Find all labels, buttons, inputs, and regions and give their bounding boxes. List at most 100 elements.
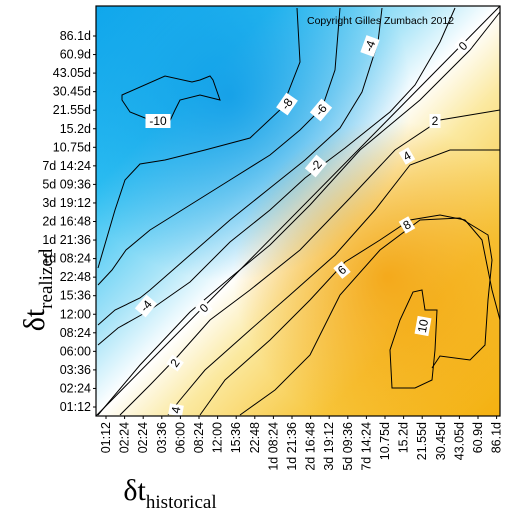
contour-label-background [276, 92, 298, 116]
copyright-text: Copyright Gilles Zumbach 2012 [307, 15, 454, 27]
contour-line-4 [167, 149, 500, 416]
x-axis-label-sub: historical [146, 492, 217, 512]
contour-line-6 [199, 214, 500, 416]
contour-label: 0 [454, 37, 472, 55]
contour-label-background [195, 299, 213, 317]
contour-label-background [166, 354, 184, 372]
x-tick-label: 02:24 [136, 422, 150, 453]
y-axis-label: δtrealized [18, 248, 57, 331]
x-tick-label: 1d 21:36 [285, 422, 299, 471]
contour-label-background [168, 403, 184, 417]
contour-labels: -10 -8 -6 -4 -2 0 2 4 6 8 -4 0 2 4 10 [134, 35, 472, 417]
x-axis-label-main: δt [123, 474, 146, 507]
y-tick-label: 22:48 [60, 270, 91, 284]
y-tick-label: 03:36 [60, 363, 91, 377]
contour-label-background [134, 294, 158, 318]
y-tick-label: 10.75d [53, 140, 91, 154]
contour-line-minus8 [97, 7, 301, 269]
contour-label-text: -4 [362, 38, 379, 53]
contour-label: -4 [134, 294, 158, 318]
contour-label: 2 [166, 354, 184, 372]
x-tick-label: 01:12 [99, 422, 113, 453]
diagonal-reference-line [96, 6, 500, 416]
y-tick-label: 01:12 [60, 400, 91, 414]
contour-line-minus6 [97, 7, 341, 286]
y-tick-label: 86.1d [60, 29, 91, 43]
contour-label-background [360, 35, 380, 57]
contour-label: -6 [309, 98, 333, 122]
contour-label: -2 [304, 154, 328, 178]
x-tick-label: 15:36 [229, 422, 243, 453]
contour-label-background [414, 315, 432, 337]
contour-label-background [309, 98, 333, 122]
y-axis-ticks: 01:12 02:24 03:36 06:00 08:24 12:00 15:36 22:48… [42, 29, 96, 414]
x-tick-label: 1d 08:24 [266, 422, 280, 471]
contour-line-8 [239, 217, 493, 416]
y-axis-label-main: δt [18, 308, 51, 331]
y-tick-label: 60.9d [60, 48, 91, 62]
x-tick-label: 12:00 [211, 422, 225, 453]
contour-label: 10 [414, 315, 432, 337]
contour-label: 4 [398, 147, 416, 165]
x-tick-label: 30.45d [434, 422, 448, 460]
y-tick-label: 08:24 [60, 326, 91, 340]
contour-label-background [333, 261, 351, 279]
x-tick-label: 10.75d [378, 422, 392, 460]
y-axis-label-sub: realized [36, 248, 57, 309]
y-tick-label: 7d 14:24 [42, 159, 91, 173]
x-tick-label: 15.2d [397, 422, 411, 453]
x-tick-label: 5d 09:36 [341, 422, 355, 471]
y-tick-label: 15:36 [60, 289, 91, 303]
contour-label-text: 2 [432, 114, 439, 128]
x-tick-label: 08:24 [192, 422, 206, 453]
contour-line-minus4 [97, 7, 383, 326]
contour-label-background [145, 114, 171, 128]
contour-label-background [304, 154, 328, 178]
contour-label: 6 [333, 261, 351, 279]
y-tick-label: 3d 19:12 [42, 196, 91, 210]
y-tick-label: 02:24 [60, 381, 91, 395]
x-tick-label: 22:48 [248, 422, 262, 453]
y-tick-label: 21.55d [53, 103, 91, 117]
y-tick-label: 15.2d [60, 122, 91, 136]
x-axis-label: δthistorical [123, 474, 216, 512]
contour-label: 8 [398, 216, 416, 234]
contour-label: 0 [195, 299, 213, 317]
y-tick-label: 30.45d [53, 85, 91, 99]
contour-label: -8 [276, 92, 298, 116]
contour-label-text: 4 [169, 405, 184, 414]
x-tick-label: 86.1d [490, 422, 504, 453]
y-tick-label: 1d 08:24 [42, 252, 91, 266]
x-tick-label: 2d 16:48 [304, 422, 318, 471]
contour-line-0 [97, 11, 500, 416]
contour-label: -10 [145, 114, 171, 128]
y-tick-label: 43.05d [53, 66, 91, 80]
contour-label-background [398, 147, 416, 165]
contour-lines [96, 6, 500, 416]
y-tick-label: 12:00 [60, 307, 91, 321]
contour-label-text: -10 [149, 114, 167, 128]
plot-frame [95, 5, 501, 417]
contour-line-minus10 [121, 75, 221, 126]
y-tick-label: 2d 16:48 [42, 215, 91, 229]
x-axis-ticks: 01:12 02:24 02:24 03:36 06:00 08:24 12:00 15:36… [99, 416, 504, 471]
y-tick-label: 5d 09:36 [42, 177, 91, 191]
x-tick-label: 60.9d [471, 422, 485, 453]
contour-label-background [454, 37, 472, 55]
contour-label-background [398, 216, 416, 234]
contour-line-2 [119, 109, 500, 416]
contour-label: -4 [360, 35, 380, 57]
x-tick-label: 02:24 [118, 422, 132, 453]
contour-line-10 [389, 289, 438, 389]
x-tick-label: 03:36 [155, 422, 169, 453]
contour-label-background [429, 114, 441, 128]
x-tick-label: 21.55d [415, 422, 429, 460]
y-tick-label: 1d 21:36 [42, 233, 91, 247]
contour-label: 2 [429, 114, 441, 128]
contour-label-text: 10 [415, 318, 431, 334]
x-tick-label: 06:00 [173, 422, 187, 453]
x-tick-label: 43.05d [452, 422, 466, 460]
x-tick-label: 3d 19:12 [322, 422, 336, 471]
x-tick-label: 7d 14:24 [359, 422, 373, 471]
